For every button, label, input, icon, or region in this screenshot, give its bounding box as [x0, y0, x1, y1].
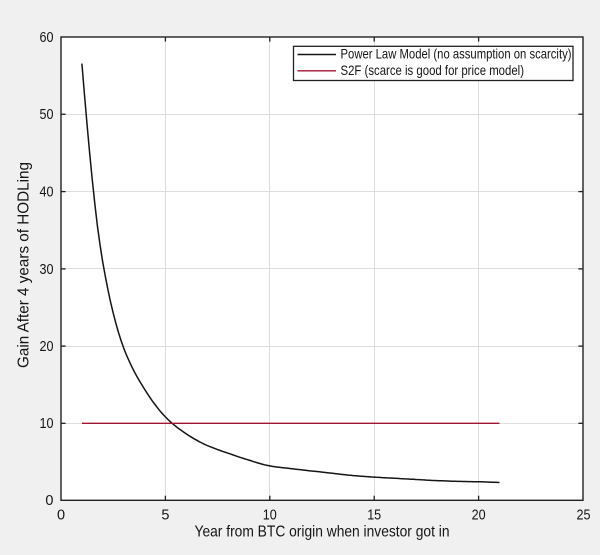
- svg-text:20: 20: [472, 508, 486, 524]
- svg-text:25: 25: [577, 508, 591, 524]
- svg-text:0: 0: [45, 493, 53, 509]
- svg-text:50: 50: [40, 107, 54, 123]
- svg-text:10: 10: [40, 416, 54, 432]
- svg-text:20: 20: [40, 339, 54, 355]
- svg-text:0: 0: [57, 508, 65, 524]
- svg-text:Year from BTC origin when inve: Year from BTC origin when investor got i…: [195, 524, 450, 541]
- svg-text:Gain After 4 years of HODLing: Gain After 4 years of HODLing: [16, 162, 33, 368]
- svg-text:Power Law Model (no assumption: Power Law Model (no assumption on scarci…: [341, 46, 572, 61]
- svg-text:5: 5: [161, 508, 169, 524]
- svg-text:15: 15: [367, 508, 381, 524]
- svg-text:S2F (scarce is good for price: S2F (scarce is good for price model): [341, 63, 525, 78]
- svg-text:60: 60: [40, 30, 54, 46]
- svg-text:40: 40: [40, 185, 54, 201]
- svg-text:10: 10: [263, 508, 277, 524]
- svg-text:30: 30: [40, 262, 54, 278]
